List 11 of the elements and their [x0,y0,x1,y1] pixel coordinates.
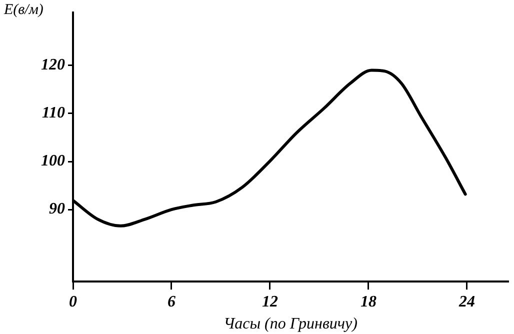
y-tick-label: 110 [42,104,65,122]
x-tick-label: 18 [360,293,376,310]
y-tick-label: 100 [41,152,65,170]
x-tick-label: 0 [69,293,77,310]
x-tick-label: 6 [167,293,176,310]
y-tick-label: 90 [49,200,65,218]
y-axis-title: E(в/м) [4,2,44,19]
x-tick-label: 12 [262,293,278,310]
x-axis-title: Часы (по Гринвичу) [224,316,358,333]
y-tick-label: 120 [41,56,65,74]
x-tick-label: 24 [458,293,475,310]
